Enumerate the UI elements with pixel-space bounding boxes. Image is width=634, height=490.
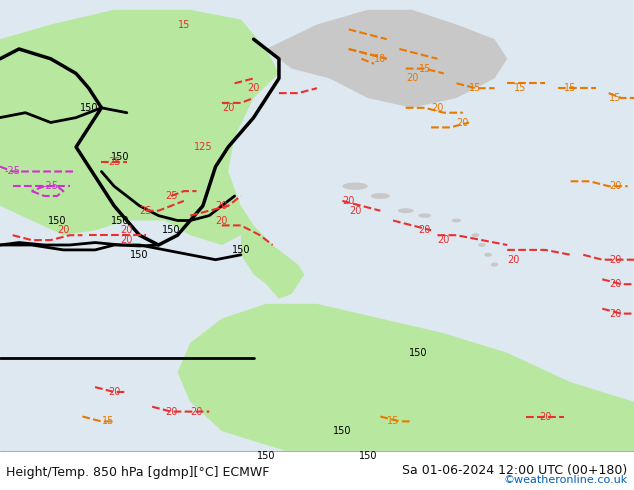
- Text: 15: 15: [178, 20, 190, 29]
- Text: 25: 25: [108, 157, 120, 167]
- Text: 150: 150: [358, 451, 377, 461]
- Ellipse shape: [371, 193, 390, 199]
- Polygon shape: [241, 225, 304, 299]
- Text: 20: 20: [190, 407, 203, 416]
- Ellipse shape: [418, 214, 431, 218]
- Ellipse shape: [491, 263, 498, 267]
- Text: -25: -25: [42, 181, 59, 191]
- Text: 20: 20: [216, 201, 228, 211]
- Ellipse shape: [398, 208, 413, 213]
- Text: 15: 15: [564, 83, 577, 93]
- Text: Height/Temp. 850 hPa [gdmp][°C] ECMWF: Height/Temp. 850 hPa [gdmp][°C] ECMWF: [6, 466, 269, 479]
- Text: 20: 20: [222, 103, 235, 113]
- Text: 150: 150: [130, 250, 149, 260]
- Text: 25: 25: [139, 206, 152, 216]
- Bar: [0, 451, 634, 490]
- Text: 20: 20: [216, 216, 228, 225]
- Text: 125: 125: [193, 142, 212, 152]
- Text: 20: 20: [342, 196, 355, 206]
- Text: 15: 15: [418, 64, 431, 74]
- Text: 20: 20: [120, 225, 133, 235]
- Text: 20: 20: [507, 255, 520, 265]
- Text: 15: 15: [609, 93, 621, 103]
- Polygon shape: [0, 10, 279, 245]
- Text: ©weatheronline.co.uk: ©weatheronline.co.uk: [503, 475, 628, 485]
- Text: 150: 150: [111, 152, 130, 162]
- Text: 150: 150: [111, 216, 130, 225]
- Text: 20: 20: [406, 74, 418, 83]
- Text: 20: 20: [437, 235, 450, 245]
- Text: 20: 20: [431, 103, 444, 113]
- Text: Sa 01-06-2024 12:00 UTC (00+180): Sa 01-06-2024 12:00 UTC (00+180): [403, 464, 628, 477]
- Text: 150: 150: [257, 451, 276, 461]
- Text: 150: 150: [162, 225, 181, 235]
- Text: 20: 20: [247, 83, 260, 93]
- Ellipse shape: [451, 219, 461, 222]
- Text: 15: 15: [387, 416, 399, 426]
- Text: 15: 15: [101, 416, 114, 426]
- Text: 15: 15: [469, 83, 482, 93]
- Text: 20: 20: [418, 225, 431, 235]
- Polygon shape: [178, 304, 634, 451]
- Text: 20: 20: [456, 118, 469, 127]
- Text: 150: 150: [48, 216, 67, 225]
- Text: 20: 20: [539, 412, 552, 421]
- Text: 20: 20: [57, 225, 70, 235]
- Text: 20: 20: [609, 279, 621, 289]
- Text: 20: 20: [609, 255, 621, 265]
- Ellipse shape: [472, 233, 479, 237]
- Text: 150: 150: [333, 426, 352, 436]
- Ellipse shape: [478, 243, 486, 247]
- Text: 20: 20: [165, 407, 178, 416]
- Text: -25: -25: [4, 167, 21, 176]
- Text: 150: 150: [409, 348, 428, 358]
- Text: 20: 20: [349, 206, 361, 216]
- Text: 15: 15: [514, 83, 526, 93]
- Text: 20: 20: [120, 235, 133, 245]
- Polygon shape: [266, 10, 507, 108]
- Text: 20: 20: [609, 309, 621, 318]
- Ellipse shape: [484, 253, 492, 257]
- Text: 20: 20: [609, 181, 621, 191]
- Ellipse shape: [342, 183, 368, 190]
- Text: 150: 150: [79, 103, 98, 113]
- Text: 150: 150: [231, 245, 250, 255]
- Text: 10: 10: [374, 54, 387, 64]
- Text: 20: 20: [108, 387, 120, 397]
- Text: 25: 25: [165, 191, 178, 201]
